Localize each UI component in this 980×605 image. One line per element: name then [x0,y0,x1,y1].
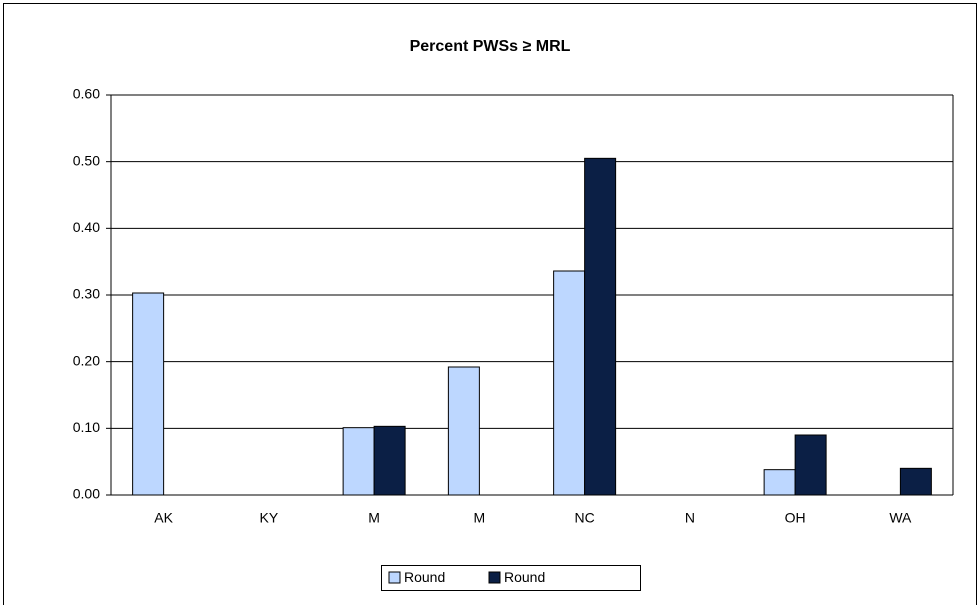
bar [553,270,586,496]
x-tick-label: AK [154,510,173,526]
x-tick-label: OH [785,510,806,526]
legend-label: Round [404,569,445,585]
x-tick-label: NC [575,510,595,526]
x-tick-label: N [685,510,695,526]
x-tick-label: M [368,510,380,526]
bar [447,366,480,496]
chart-border [3,3,977,605]
legend-swatch [488,571,501,584]
bar [584,157,617,496]
legend-label: Round [504,569,545,585]
bar [794,434,827,496]
x-tick-label: M [474,510,486,526]
bar [342,427,375,496]
y-tick-label: 0.00 [73,486,100,502]
legend-swatch [388,571,401,584]
bar [899,467,932,496]
y-tick-label: 0.40 [73,219,100,235]
x-tick-label: KY [260,510,279,526]
y-tick-label: 0.50 [73,152,100,168]
x-tick-label: WA [889,510,912,526]
y-tick-label: 0.30 [73,286,100,302]
y-tick-label: 0.60 [73,86,100,102]
chart-title: Percent PWSs ≥ MRL [410,38,571,55]
bar [132,292,165,496]
bar [373,425,406,496]
legend-box [381,565,641,591]
bar [763,469,796,496]
y-tick-label: 0.10 [73,419,100,435]
y-tick-label: 0.20 [73,352,100,368]
